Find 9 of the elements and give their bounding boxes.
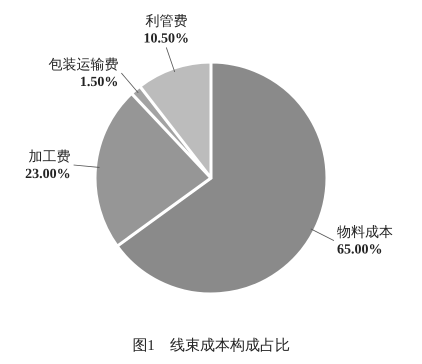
data-label: 10.50% (144, 31, 190, 46)
slice-label: 利管费 (145, 13, 188, 30)
data-label: 23.00% (25, 167, 71, 182)
slice-label: 包装运输费 (48, 57, 118, 74)
slice-label: 加工费 (28, 149, 71, 166)
data-label: 1.50% (80, 75, 118, 90)
data-label: 65.00% (336, 242, 382, 258)
slice-label: 物料成本 (336, 224, 393, 241)
text: 图1 线束成本构成占比 (132, 337, 290, 354)
